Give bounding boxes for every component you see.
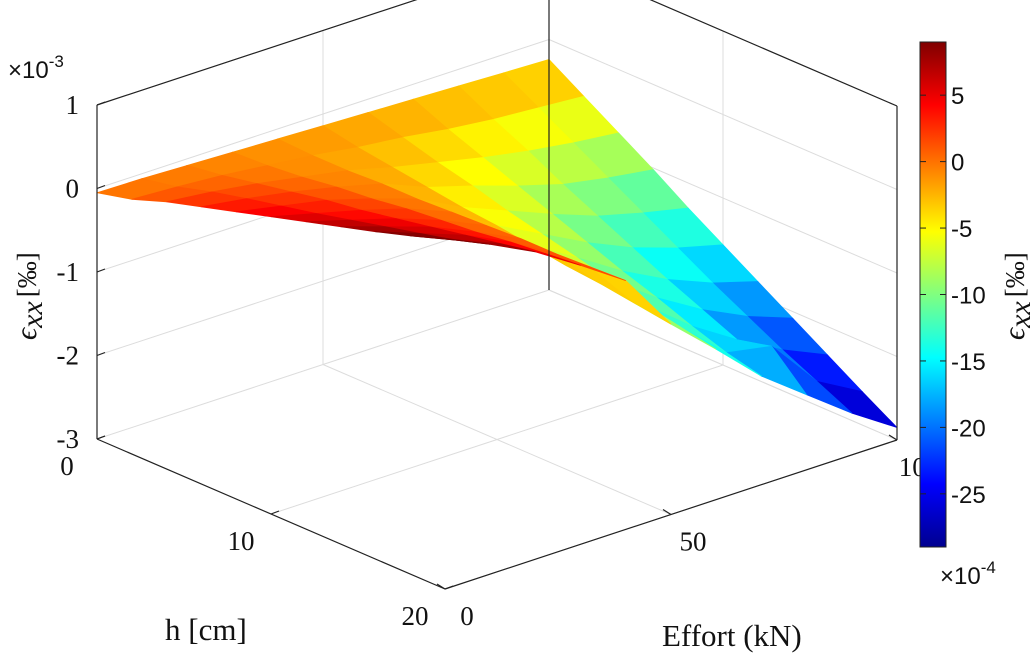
effort-axis-label: Effort (kN) xyxy=(662,618,802,653)
h-tick-labels: 0 10 20 xyxy=(60,435,454,631)
z-axis-label: ϵxx[‰] xyxy=(10,252,49,340)
effort-tick-mark xyxy=(662,508,672,516)
box-edge xyxy=(96,0,418,106)
z-tick-mark xyxy=(96,184,106,190)
h-tick-mark xyxy=(270,510,280,515)
h-tick-label: 20 xyxy=(402,601,429,631)
h-tick-label: 0 xyxy=(60,451,74,481)
colorbar-tick-label: 0 xyxy=(951,150,964,177)
h-axis-label: h [cm] xyxy=(165,612,247,647)
surface-patch xyxy=(410,235,491,245)
grid-line xyxy=(270,364,724,515)
colorbar-tick-label: -10 xyxy=(951,283,986,310)
z-tick-label: -1 xyxy=(57,257,80,287)
box-edge xyxy=(649,0,898,107)
h-tick-label: 10 xyxy=(228,526,255,556)
z-tick-mark xyxy=(96,268,106,273)
z-tick-labels: 1 0 -1 -2 -3 xyxy=(57,90,106,454)
h-tick-mark xyxy=(96,435,106,440)
effort-tick-mark xyxy=(888,434,898,441)
effort-tick-label: 0 xyxy=(460,601,474,631)
colorbar-label: ϵxx[‰] xyxy=(998,252,1031,340)
surface-plot xyxy=(96,59,898,428)
z-tick-label: -3 xyxy=(57,424,80,454)
colorbar-tick-label: -20 xyxy=(951,415,986,442)
effort-tick-label: 50 xyxy=(680,527,707,557)
z-tick-label: -2 xyxy=(57,341,80,371)
z-tick-mark xyxy=(96,351,106,357)
z-tick-label: 0 xyxy=(66,174,80,204)
colorbar-tick-label: -5 xyxy=(951,216,972,243)
colorbar: 5 0 -5 -10 -15 -20 -25 ×10-4 ϵxx[‰] xyxy=(919,41,1031,590)
colorbar-tick-label: -25 xyxy=(951,482,986,509)
colorbar-tick-label: 5 xyxy=(951,83,964,110)
z-axis-multiplier: ×10-3 xyxy=(8,52,64,84)
h-tick-mark xyxy=(444,585,454,590)
z-tick-mark xyxy=(96,101,106,106)
z-tick-label: 1 xyxy=(66,90,80,120)
colorbar-tick-label: -15 xyxy=(951,349,986,376)
colorbar-multiplier: ×10-4 xyxy=(940,558,996,590)
colorbar-ticks: 5 0 -5 -10 -15 -20 -25 xyxy=(920,83,986,509)
effort-tick-mark xyxy=(436,583,446,590)
